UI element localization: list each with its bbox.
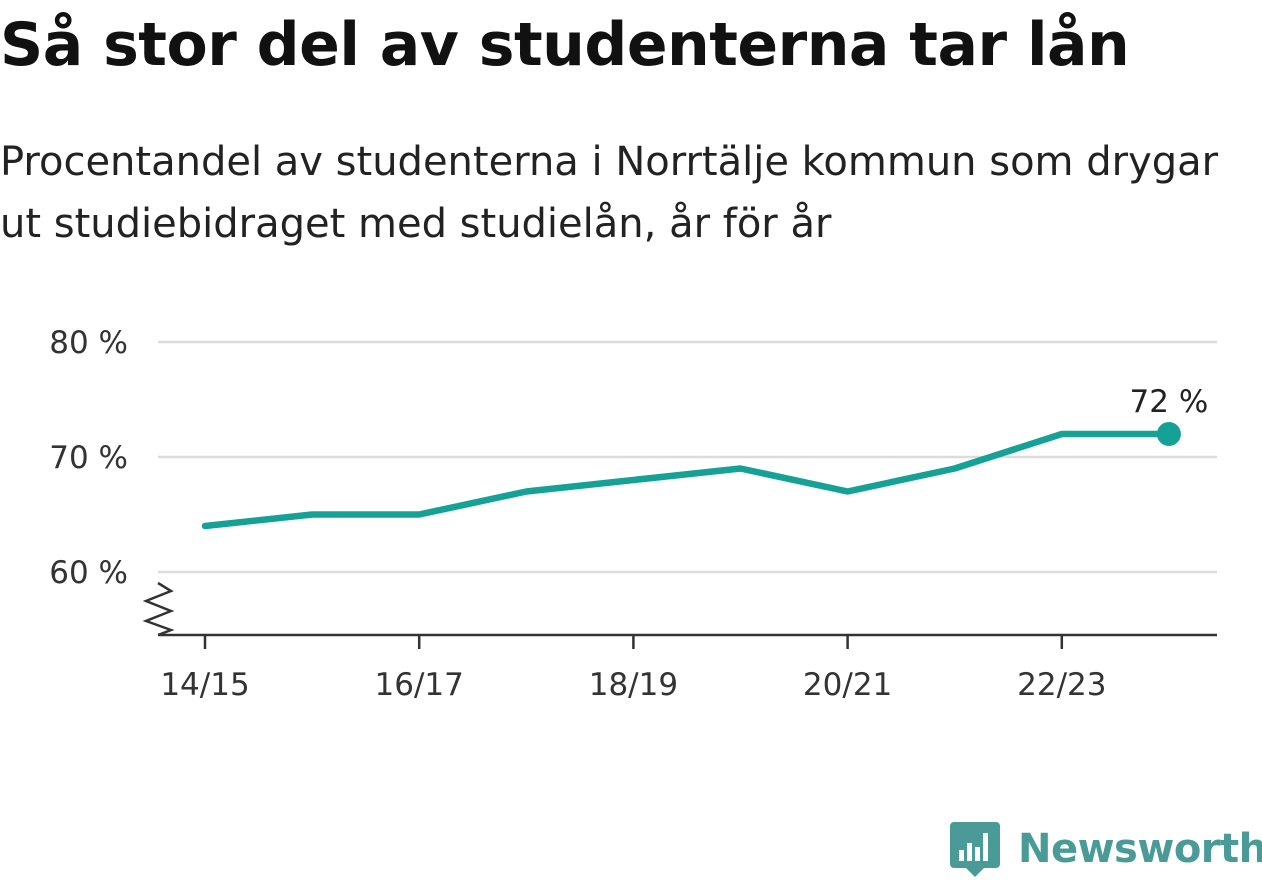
newsworthy-logo-icon <box>950 822 1000 877</box>
x-tick-label: 16/17 <box>375 667 464 703</box>
axes <box>142 581 1217 649</box>
x-tick-label: 18/19 <box>589 667 678 703</box>
x-tick-label: 14/15 <box>160 667 249 703</box>
end-point-marker <box>1156 422 1181 446</box>
chart-title: Så stor del av studenterna tar lån <box>0 10 1130 80</box>
axis-break-zigzag <box>142 581 175 637</box>
end-value-label: 72 % <box>1130 384 1209 420</box>
y-tick-label: 60 % <box>49 555 128 591</box>
series <box>201 422 1181 530</box>
chart-subtitle: Procentandel av studenterna i Norrtälje … <box>0 139 1219 247</box>
brand-logo: Newsworthy <box>950 818 1262 880</box>
y-tick-label: 80 % <box>49 325 128 361</box>
labels: 60 % 70 % 80 % 14/15 16/17 18/19 20/21 22/23 72 … <box>49 325 1208 703</box>
series-line <box>201 430 1173 530</box>
x-tick-label: 22/23 <box>1017 667 1106 703</box>
gridlines <box>158 340 1217 574</box>
x-tick-label: 20/21 <box>803 667 892 703</box>
brand-name: Newsworthy <box>1018 826 1262 872</box>
y-tick-label: 70 % <box>49 440 128 476</box>
